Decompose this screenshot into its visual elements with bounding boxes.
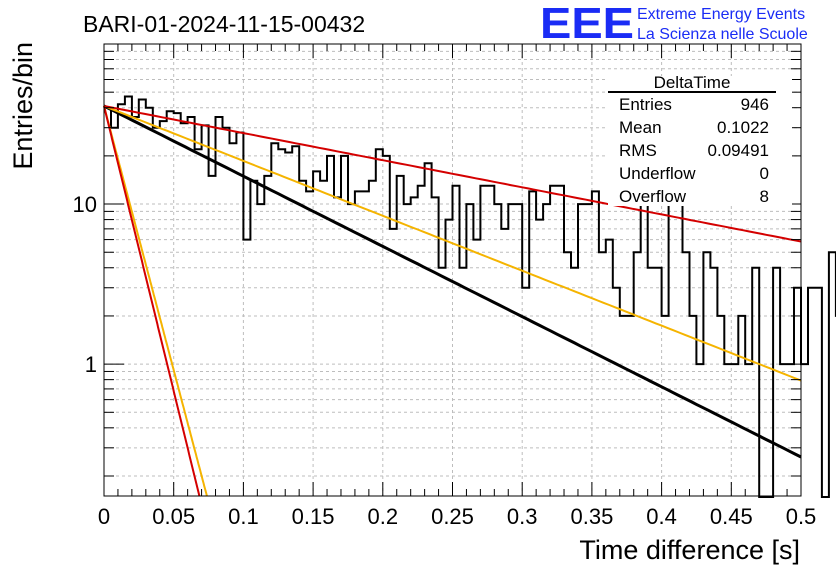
stats-row-value: 8 xyxy=(760,187,769,206)
x-tick-label: 0.05 xyxy=(152,504,195,529)
histogram-line xyxy=(104,95,836,498)
logo-line1: Extreme Energy Events xyxy=(637,6,805,23)
stats-row-value: 0.1022 xyxy=(717,118,769,137)
stats-row-label: Entries xyxy=(619,95,672,114)
fit-curve xyxy=(103,105,201,497)
y-tick-label: 10 xyxy=(73,192,97,217)
logo-letters: EEE xyxy=(540,0,634,48)
stats-box: DeltaTime Entries 946 Mean 0.1022 RMS 0.09491… xyxy=(608,73,792,206)
stats-row-label: RMS xyxy=(619,141,657,160)
fit-curve xyxy=(103,105,208,497)
stats-row-label: Overflow xyxy=(619,187,687,206)
fit-curve xyxy=(103,105,802,243)
x-tick-label: 0.2 xyxy=(368,504,399,529)
x-tick-label: 0.45 xyxy=(710,504,753,529)
chart-title: BARI-01-2024-11-15-00432 xyxy=(83,11,365,37)
x-tick-label: 0.15 xyxy=(292,504,335,529)
fit-curve xyxy=(103,104,802,459)
logo-line2: La Scienza nelle Scuole xyxy=(637,26,808,43)
stats-row-label: Mean xyxy=(619,118,662,137)
stats-row-label: Underflow xyxy=(619,164,696,183)
x-axis-label: Time difference [s] xyxy=(579,535,800,565)
histogram-series xyxy=(104,95,836,498)
stats-row-value: 0 xyxy=(760,164,769,183)
y-tick-label: 1 xyxy=(85,352,97,377)
axis-ticks xyxy=(103,44,802,496)
stats-row-value: 946 xyxy=(741,95,769,114)
x-tick-label: 0.35 xyxy=(570,504,613,529)
stats-row-value: 0.09491 xyxy=(708,141,769,160)
x-tick-label: 0.3 xyxy=(507,504,538,529)
x-tick-label: 0.4 xyxy=(646,504,677,529)
x-tick-label: 0.1 xyxy=(228,504,259,529)
fit-curves xyxy=(103,104,802,497)
y-tick-labels: 1 10 xyxy=(73,192,97,377)
y-axis-label: Entries/bin xyxy=(8,42,38,170)
fit-curve xyxy=(103,105,802,382)
x-tick-label: 0.25 xyxy=(431,504,474,529)
x-tick-label: 0.5 xyxy=(786,504,817,529)
eee-logo: EEE Extreme Energy Events La Scienza nel… xyxy=(540,0,808,48)
x-tick-labels: 0 0.05 0.1 0.15 0.2 0.25 0.3 0.35 0.4 0.45 0.5 xyxy=(98,504,816,529)
stats-title: DeltaTime xyxy=(654,73,731,92)
x-tick-label: 0 xyxy=(98,504,110,529)
